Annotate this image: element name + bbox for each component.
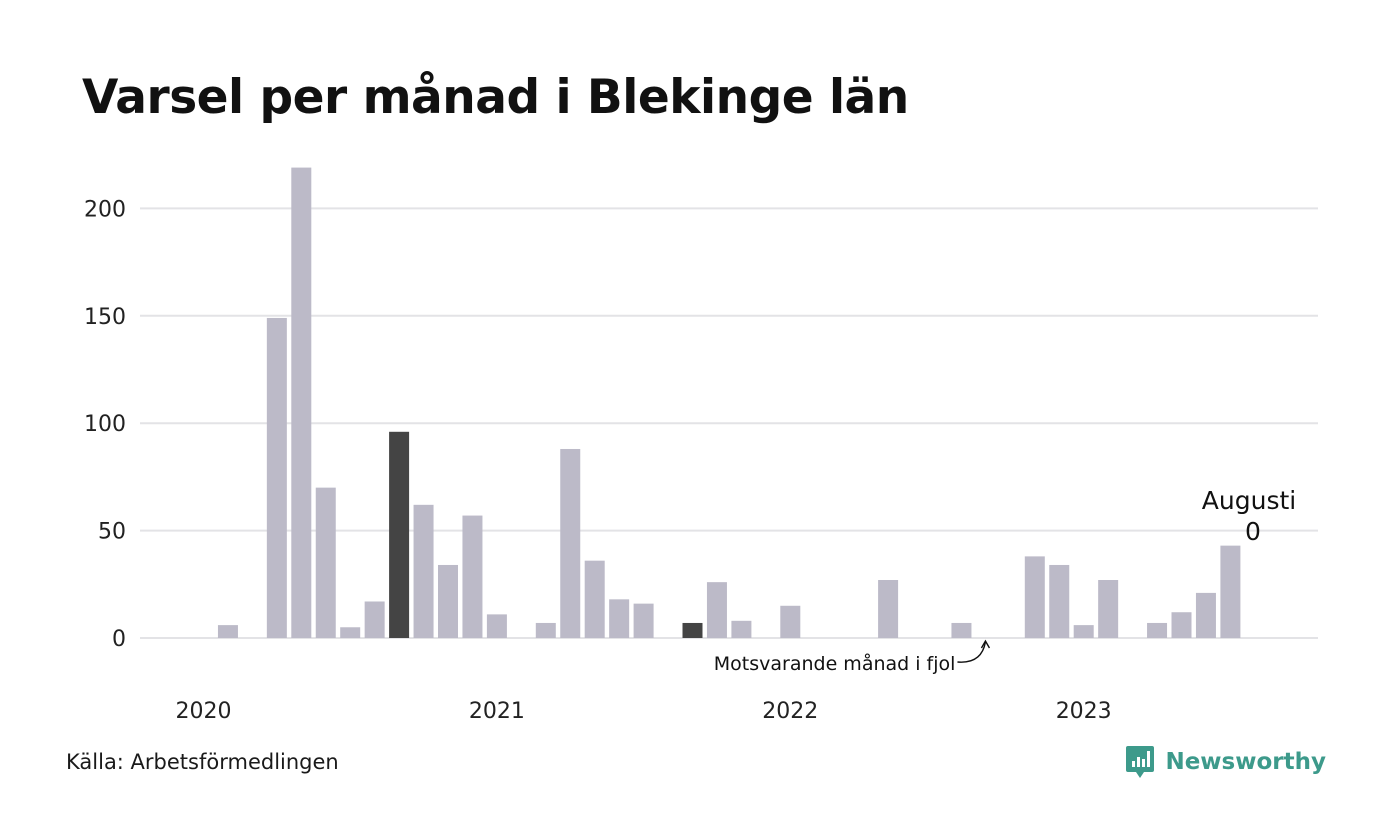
bar xyxy=(438,564,458,638)
bar xyxy=(560,448,581,638)
bar xyxy=(315,487,336,638)
x-tick-label: 2020 xyxy=(176,699,232,724)
gridlines xyxy=(140,207,1318,639)
bar xyxy=(1024,556,1045,638)
newsworthy-logo-icon xyxy=(1126,746,1155,778)
bar xyxy=(340,627,361,638)
bar xyxy=(486,614,507,638)
y-tick-label: 150 xyxy=(84,305,126,330)
bar xyxy=(535,622,556,638)
source-note: Källa: Arbetsförmedlingen xyxy=(66,750,339,774)
bar xyxy=(1147,622,1168,638)
brand-name: Newsworthy xyxy=(1165,749,1326,775)
x-tick-label: 2022 xyxy=(762,699,818,724)
bar xyxy=(951,622,972,638)
bar-highlighted xyxy=(389,431,410,638)
last-year-annotation: Motsvarande månad i fjol xyxy=(714,652,956,675)
bar xyxy=(413,504,434,638)
y-axis-ticks: 0 50 100 150 200 xyxy=(84,197,126,652)
bars xyxy=(217,167,1241,638)
bar xyxy=(731,620,752,638)
bar xyxy=(609,599,630,638)
bar xyxy=(878,580,899,638)
x-axis-ticks: 2020 2021 2022 2023 xyxy=(176,699,1112,724)
callout-month-label: Augusti xyxy=(1202,486,1296,515)
bar-highlighted xyxy=(682,622,703,638)
chart-title: Varsel per månad i Blekinge län xyxy=(82,70,909,125)
bar xyxy=(1098,580,1119,638)
bar xyxy=(291,167,312,638)
bar xyxy=(1195,592,1216,638)
y-tick-label: 100 xyxy=(84,412,126,437)
bar xyxy=(1220,545,1241,638)
bar xyxy=(364,601,385,638)
bar xyxy=(266,317,287,638)
callout-value-label: 0 xyxy=(1245,517,1261,546)
y-tick-label: 0 xyxy=(112,627,126,652)
bar xyxy=(706,582,727,638)
y-tick-label: 200 xyxy=(84,197,126,222)
bar xyxy=(462,515,483,638)
brand-logo: Newsworthy xyxy=(1125,744,1326,780)
bar xyxy=(1073,625,1094,638)
bar xyxy=(1049,564,1070,638)
bar xyxy=(633,603,654,638)
y-tick-label: 50 xyxy=(98,520,126,545)
bar xyxy=(1171,612,1192,638)
bar xyxy=(780,605,801,638)
x-tick-label: 2023 xyxy=(1056,699,1112,724)
bar xyxy=(584,560,605,638)
bar xyxy=(217,625,238,638)
x-tick-label: 2021 xyxy=(469,699,525,724)
annotation-arrow-icon xyxy=(957,641,987,663)
annotation-arrowhead-icon xyxy=(980,639,991,649)
